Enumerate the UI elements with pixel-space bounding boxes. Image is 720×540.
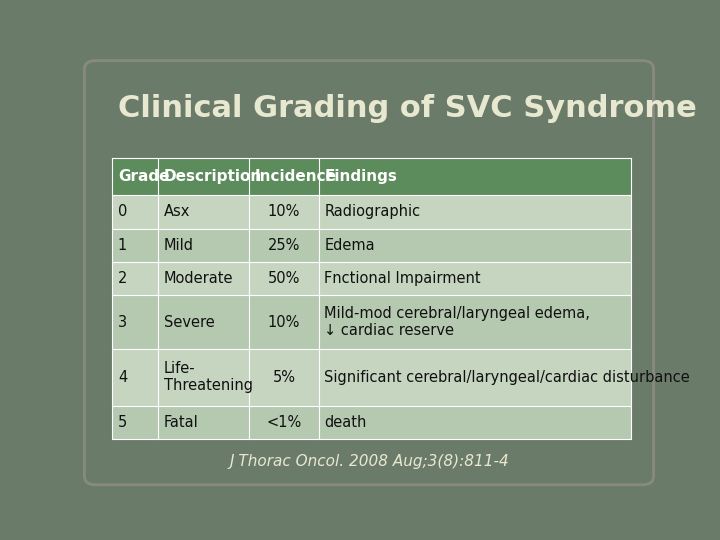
Text: 5: 5 <box>118 415 127 430</box>
Text: Findings: Findings <box>325 169 397 184</box>
Text: Life-
Threatening: Life- Threatening <box>163 361 253 394</box>
Text: 4: 4 <box>118 370 127 384</box>
Text: Fnctional Impairment: Fnctional Impairment <box>325 271 481 286</box>
Text: Mild: Mild <box>163 238 194 253</box>
Text: Significant cerebral/laryngeal/cardiac disturbance: Significant cerebral/laryngeal/cardiac d… <box>325 370 690 384</box>
Text: death: death <box>325 415 366 430</box>
Bar <box>112 406 631 439</box>
Bar <box>112 158 631 195</box>
Text: Incidence: Incidence <box>254 169 336 184</box>
Text: Radiographic: Radiographic <box>325 204 420 219</box>
Text: <1%: <1% <box>266 415 302 430</box>
Text: Edema: Edema <box>325 238 375 253</box>
FancyBboxPatch shape <box>84 60 654 485</box>
Text: Asx: Asx <box>163 204 190 219</box>
Bar <box>112 295 631 349</box>
Text: 10%: 10% <box>268 204 300 219</box>
Bar <box>112 262 631 295</box>
Text: Description: Description <box>163 169 262 184</box>
Text: 3: 3 <box>118 315 127 329</box>
Text: 0: 0 <box>118 204 127 219</box>
Text: 2: 2 <box>118 271 127 286</box>
Text: 1: 1 <box>118 238 127 253</box>
Text: Fatal: Fatal <box>163 415 198 430</box>
Text: 5%: 5% <box>272 370 295 384</box>
Text: Severe: Severe <box>163 315 215 329</box>
Text: Moderate: Moderate <box>163 271 233 286</box>
Text: Grade: Grade <box>118 169 169 184</box>
Bar <box>112 349 631 406</box>
Text: Clinical Grading of SVC Syndrome: Clinical Grading of SVC Syndrome <box>118 94 697 123</box>
Text: 25%: 25% <box>268 238 300 253</box>
Text: 10%: 10% <box>268 315 300 329</box>
Text: J Thorac Oncol. 2008 Aug;3(8):811-4: J Thorac Oncol. 2008 Aug;3(8):811-4 <box>229 454 509 469</box>
Text: 50%: 50% <box>268 271 300 286</box>
Bar <box>112 228 631 262</box>
Text: Mild-mod cerebral/laryngeal edema,
↓ cardiac reserve: Mild-mod cerebral/laryngeal edema, ↓ car… <box>325 306 590 338</box>
Bar <box>112 195 631 228</box>
